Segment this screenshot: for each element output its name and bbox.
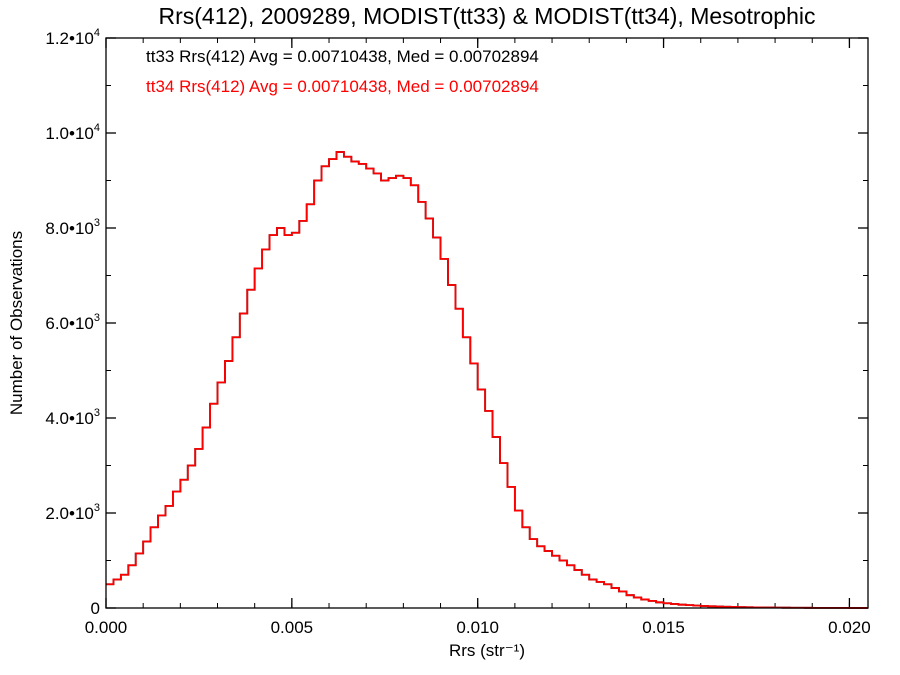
plot-frame [105, 37, 869, 609]
y-axis-label: Number of Observations [7, 231, 26, 415]
annotation-tt34: tt34 Rrs(412) Avg = 0.00710438, Med = 0.… [146, 77, 539, 96]
chart-title: Rrs(412), 2009289, MODIST(tt33) & MODIST… [159, 3, 816, 29]
annotation-tt33: tt33 Rrs(412) Avg = 0.00710438, Med = 0.… [146, 47, 539, 66]
y-tick-label: 1.2•104 [45, 27, 100, 48]
x-axis-label: Rrs (str⁻¹) [449, 641, 525, 660]
ticks-layer: 0.000 0.005 0.010 0.015 0.020 0 2.0•103 4.0•103… [45, 27, 870, 637]
x-tick-label: 0.005 [271, 618, 314, 637]
x-tick-label: 0.010 [456, 618, 499, 637]
x-tick-label: 0.015 [642, 618, 685, 637]
y-tick-label: 2.0•103 [45, 502, 100, 523]
y-tick-label: 4.0•103 [45, 407, 100, 428]
y-tick-label: 6.0•103 [45, 312, 100, 333]
x-tick-label: 0.020 [828, 618, 871, 637]
x-tick-label: 0.000 [85, 618, 128, 637]
series-tt34-line [106, 151, 868, 609]
y-tick-label: 8.0•103 [45, 217, 100, 238]
y-tick-label: 1.0•104 [45, 122, 100, 143]
y-tick-label: 0 [91, 599, 100, 618]
series-layer [106, 151, 868, 609]
